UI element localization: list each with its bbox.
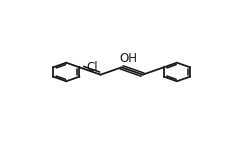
Text: OH: OH	[119, 52, 137, 65]
Text: Cl: Cl	[86, 61, 98, 74]
